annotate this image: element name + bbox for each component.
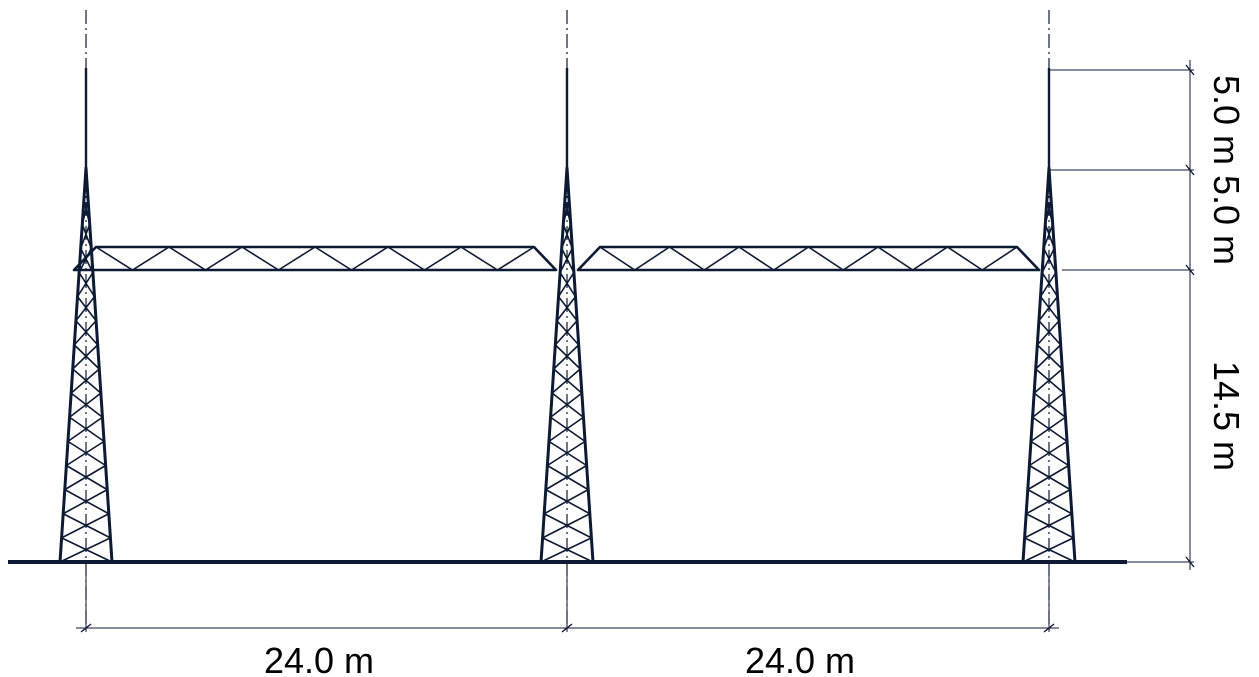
gantry-beams xyxy=(72,245,1041,272)
lightning-masts xyxy=(84,68,1051,168)
beam-left xyxy=(72,245,558,272)
height-label-top-mast: 5.0 m xyxy=(1206,75,1247,165)
beam-right xyxy=(576,245,1041,272)
tower-bracing xyxy=(1022,175,1076,563)
tower-bracing xyxy=(540,175,594,563)
height-label-tower-base: 14.5 m xyxy=(1206,361,1247,471)
height-tick-4 xyxy=(1185,556,1195,568)
span-label-right: 24.0 m xyxy=(745,640,855,677)
span-tick-2 xyxy=(561,623,573,633)
height-tick-2 xyxy=(1185,164,1195,176)
height-dimensions xyxy=(1049,60,1195,570)
tower-bracing xyxy=(59,175,113,563)
span-tick-1 xyxy=(80,623,92,633)
beam-chords xyxy=(72,245,558,272)
height-label-tower-top: 5.0 m xyxy=(1206,175,1247,265)
span-dimensions xyxy=(76,562,1059,633)
beam-web xyxy=(95,246,535,271)
beam-web xyxy=(599,246,1018,271)
span-tick-3 xyxy=(1043,623,1055,633)
span-label-left: 24.0 m xyxy=(264,640,374,677)
height-tick-1 xyxy=(1185,64,1195,76)
beam-chords xyxy=(576,245,1041,272)
height-tick-3 xyxy=(1185,264,1195,276)
